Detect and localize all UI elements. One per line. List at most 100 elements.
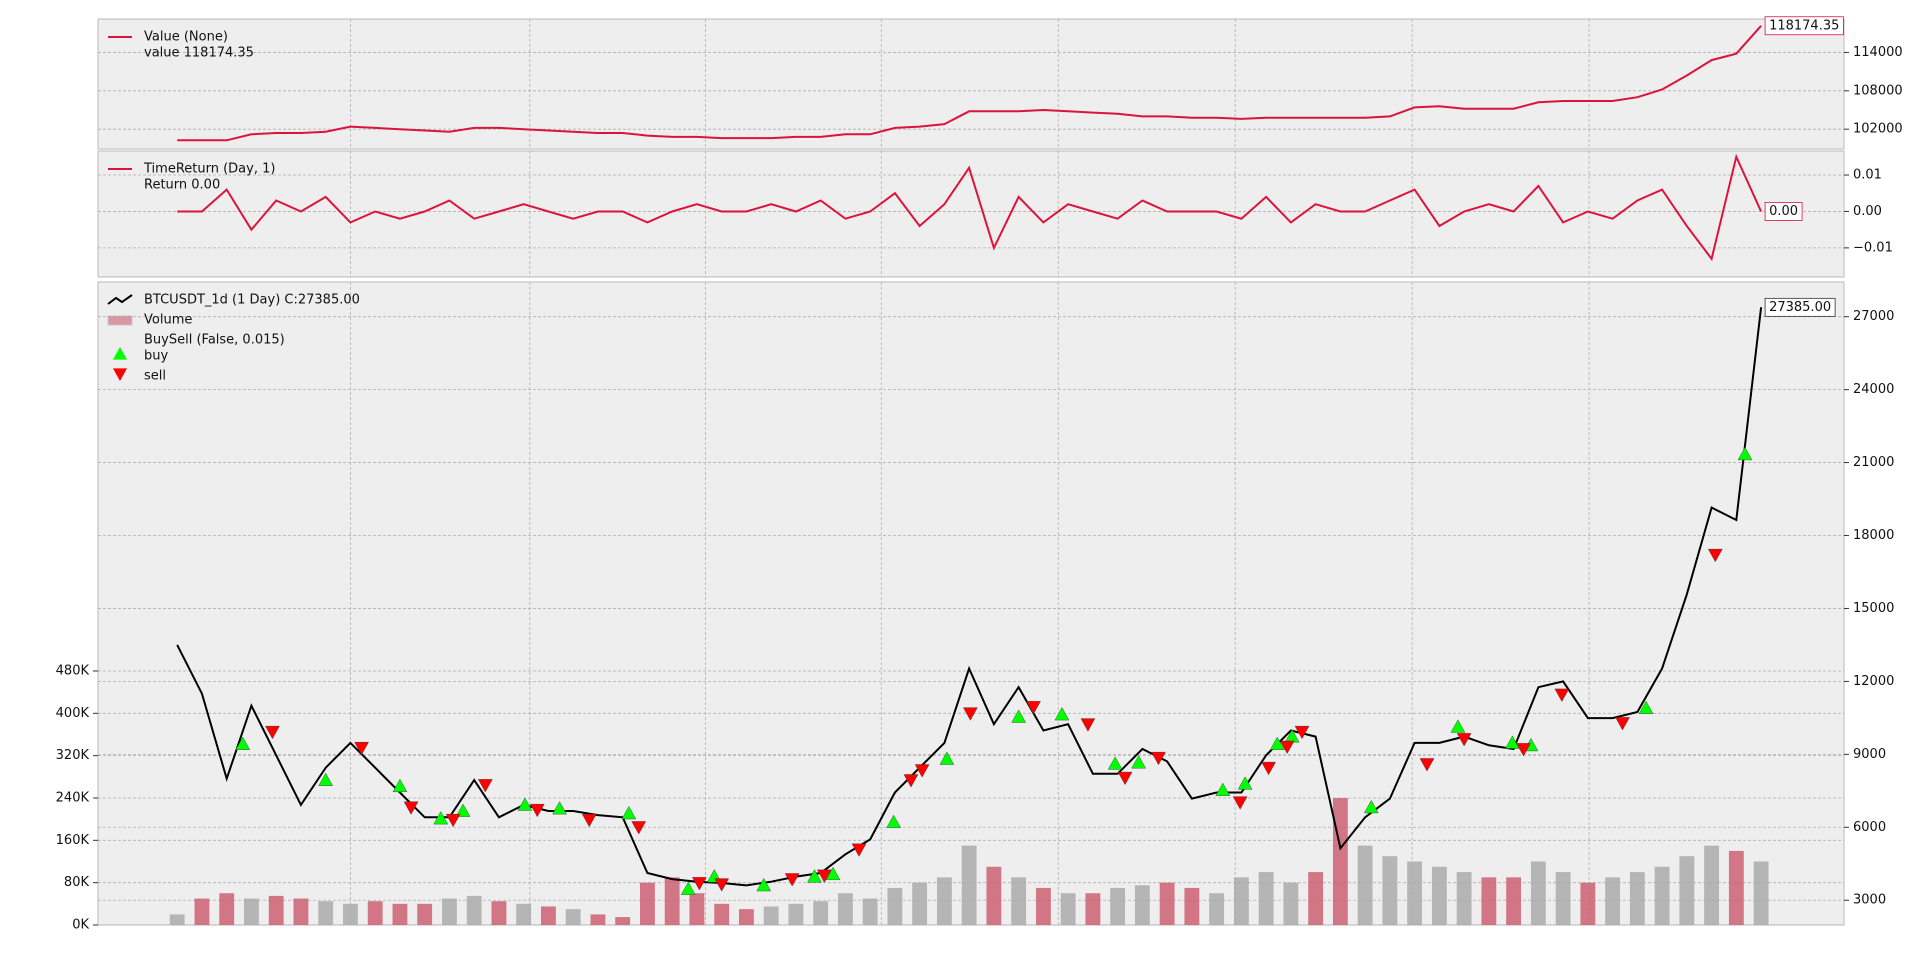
last-value-box: 0.00 — [1764, 202, 1803, 221]
trade-marker — [354, 741, 369, 756]
volume-bar — [1506, 877, 1522, 925]
legend-label: Volume — [144, 313, 192, 328]
y-tick-label: 21000 — [1853, 455, 1894, 470]
trade-marker — [1450, 719, 1466, 733]
trade-marker — [1011, 709, 1026, 723]
volume-bar — [1679, 856, 1695, 925]
legend-detail: value 118174.35 — [144, 46, 254, 61]
volume-bar — [1209, 893, 1225, 925]
volume-bar — [1555, 872, 1571, 925]
volume-bar — [343, 903, 358, 925]
volume-bar — [318, 901, 334, 925]
trade-marker — [692, 877, 707, 891]
y-tick-label: 6000 — [1853, 820, 1886, 835]
legend-label: BTCUSDT_1d (1 Day) C:27385.00 — [144, 293, 360, 308]
last-value-label: 0.00 — [1769, 204, 1798, 219]
volume-bar — [689, 893, 705, 925]
y2-tick-label: 0K — [72, 918, 89, 933]
series-line — [177, 153, 1763, 262]
volume-bar — [219, 893, 235, 925]
plot-area — [97, 18, 1845, 150]
volume-bar — [392, 903, 408, 925]
trade-marker — [914, 764, 930, 778]
volume-bar — [540, 906, 556, 925]
volume-bar — [1159, 882, 1175, 925]
trade-marker — [939, 751, 955, 765]
y2-tick-label: 80K — [64, 875, 90, 890]
trade-marker — [235, 736, 251, 750]
trade-marker — [318, 772, 334, 786]
volume-bar — [169, 914, 185, 925]
volume-bar — [194, 898, 210, 925]
volume-bar — [986, 866, 1002, 925]
last-value-label: 27385.00 — [1769, 300, 1831, 315]
volume-bar — [1134, 885, 1150, 925]
y-tick-label: 114000 — [1853, 45, 1903, 60]
trade-marker — [1419, 758, 1435, 772]
last-value-label: 118174.35 — [1769, 18, 1839, 33]
trade-marker — [445, 813, 461, 828]
legend-detail: Return 0.00 — [144, 178, 220, 193]
volume-bar — [1332, 797, 1348, 925]
y-tick-label: 3000 — [1853, 893, 1886, 908]
y-tick-label: 0.00 — [1853, 204, 1882, 219]
y-tick-label: 0.01 — [1853, 168, 1882, 183]
trade-marker — [903, 774, 919, 788]
trade-marker — [631, 821, 647, 835]
trade-marker — [756, 877, 772, 892]
last-value-frame — [1764, 16, 1844, 36]
volume-bar — [491, 901, 507, 925]
legend-swatch — [113, 347, 127, 360]
trade-marker — [807, 869, 822, 883]
legend-group-title: BuySell (False, 0.015) — [144, 333, 285, 348]
legend-label: TimeReturn (Day, 1) — [143, 162, 275, 177]
trade-marker — [1638, 700, 1654, 714]
trade-marker — [1505, 735, 1520, 749]
trade-marker — [477, 779, 493, 793]
volume-bar — [763, 906, 779, 925]
volume-bar — [664, 877, 680, 925]
volume-bar — [1382, 856, 1398, 925]
y-tick-label: 12000 — [1853, 674, 1894, 689]
volume-bar — [912, 882, 928, 925]
volume-bar — [1580, 882, 1596, 925]
trade-marker — [1151, 751, 1166, 766]
volume-bar — [961, 845, 977, 925]
y-tick-label: −0.01 — [1853, 240, 1893, 255]
y-tick-label: 24000 — [1853, 382, 1894, 397]
y2-tick-label: 160K — [56, 833, 90, 848]
volume-bar — [1728, 850, 1744, 925]
trade-marker — [1516, 743, 1531, 757]
trade-marker — [1554, 688, 1570, 702]
trade-marker — [963, 707, 978, 721]
y-tick-label: 9000 — [1853, 747, 1886, 762]
y2-tick-label: 400K — [56, 706, 90, 721]
y-tick-label: 18000 — [1853, 528, 1894, 543]
trade-marker — [714, 878, 729, 892]
volume-bar — [738, 909, 754, 925]
volume-bar — [1011, 877, 1027, 925]
last-value-frame — [1764, 297, 1836, 317]
volume-bar — [1629, 872, 1645, 925]
volume-bar — [417, 903, 433, 925]
trade-marker — [1615, 717, 1630, 731]
trade-marker — [817, 869, 832, 883]
volume-bar — [1605, 877, 1621, 925]
legend-label: sell — [144, 369, 166, 384]
volume-bar — [813, 901, 829, 925]
trade-marker — [1080, 718, 1096, 732]
trade-marker — [455, 803, 471, 817]
last-value-frame — [1764, 202, 1803, 221]
volume-bar — [293, 898, 309, 925]
trade-marker — [1269, 736, 1285, 750]
trade-marker — [581, 813, 597, 828]
volume-bar — [244, 898, 259, 925]
trade-marker — [1026, 701, 1041, 715]
trade-marker — [1107, 756, 1123, 770]
trade-marker — [621, 806, 637, 820]
volume-bar — [268, 895, 284, 925]
trade-marker — [1131, 755, 1147, 769]
legend-swatch — [113, 368, 127, 381]
